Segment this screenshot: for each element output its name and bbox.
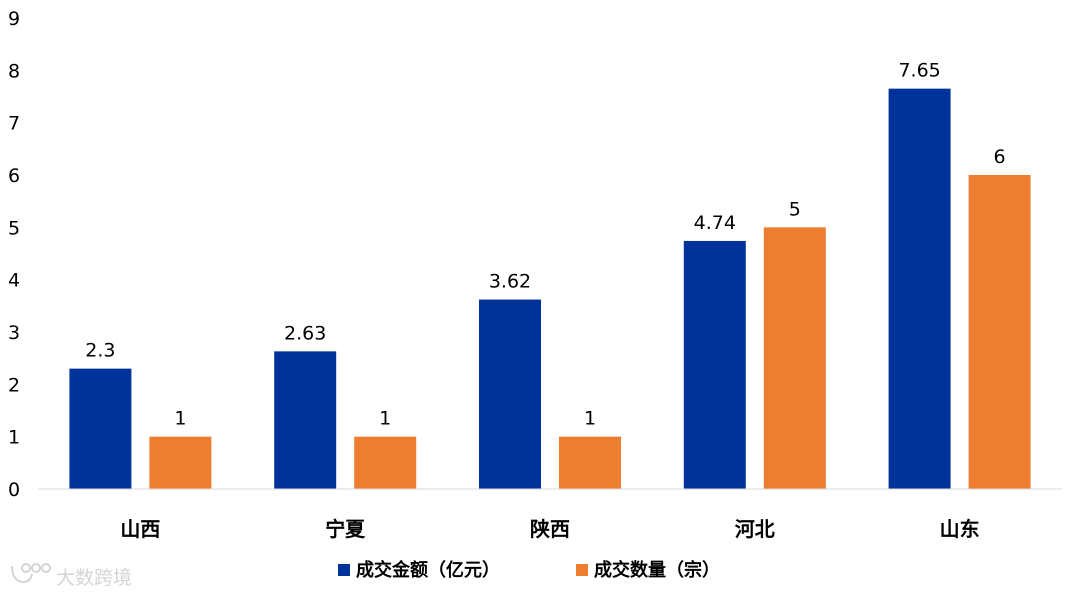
y-tick-label: 8: [8, 60, 20, 82]
bar-series-0-cat-2: [479, 299, 541, 489]
y-tick-label: 2: [8, 374, 20, 396]
y-tick-label: 3: [8, 322, 20, 344]
legend: 成交金额（亿元） 成交数量（宗）: [338, 559, 720, 581]
x-category-label: 山西: [120, 517, 160, 541]
y-tick-label: 0: [8, 479, 20, 501]
x-category-label: 河北: [735, 517, 775, 541]
data-label: 2.3: [85, 340, 115, 362]
legend-label: 成交金额（亿元）: [356, 559, 500, 581]
y-tick-label: 7: [8, 113, 20, 135]
data-label: 1: [584, 408, 596, 430]
bars: [69, 88, 1031, 490]
x-category-label: 山东: [940, 517, 980, 541]
bar-series-0-cat-1: [274, 351, 337, 489]
legend-swatch: [338, 564, 350, 576]
data-label: 1: [174, 408, 186, 430]
legend-swatch: [576, 564, 588, 576]
data-label: 7.65: [898, 60, 940, 82]
y-tick-label: 9: [8, 8, 20, 30]
bar-series-0-cat-4: [888, 88, 951, 490]
data-label: 5: [789, 198, 801, 220]
y-axis: 0 1 2 3 4 5 6 7 8 9: [8, 8, 20, 501]
watermark-text: 大数跨境: [56, 567, 132, 589]
y-tick-label: 5: [8, 217, 20, 239]
bar-series-1-cat-0: [149, 436, 212, 489]
data-label: 2.63: [284, 322, 326, 344]
bar-series-0-cat-0: [69, 368, 132, 489]
bar-series-0-cat-3: [683, 240, 746, 489]
bar-series-1-cat-1: [354, 436, 417, 489]
x-category-label: 宁夏: [325, 517, 366, 541]
y-tick-label: 1: [8, 427, 20, 449]
bar-labels: 2.3 2.63 3.62 4.74 7.65 1 1 1 5 6: [85, 60, 1005, 430]
y-tick-label: 4: [8, 270, 20, 292]
bar-series-1-cat-4: [968, 175, 1031, 489]
data-label: 3.62: [489, 271, 531, 293]
x-category-label: 陕西: [530, 517, 570, 541]
data-label: 4.74: [694, 212, 736, 234]
watermark: 大数跨境: [11, 563, 132, 589]
y-tick-label: 6: [8, 165, 20, 187]
data-label: 6: [994, 146, 1006, 168]
data-label: 1: [379, 408, 391, 430]
watermark-logo-icon: [11, 563, 51, 584]
bar-series-1-cat-2: [559, 436, 621, 489]
legend-label: 成交数量（宗）: [594, 559, 720, 581]
bar-series-1-cat-3: [763, 227, 826, 490]
x-axis: 山西 宁夏 陕西 河北 山东: [120, 517, 979, 541]
